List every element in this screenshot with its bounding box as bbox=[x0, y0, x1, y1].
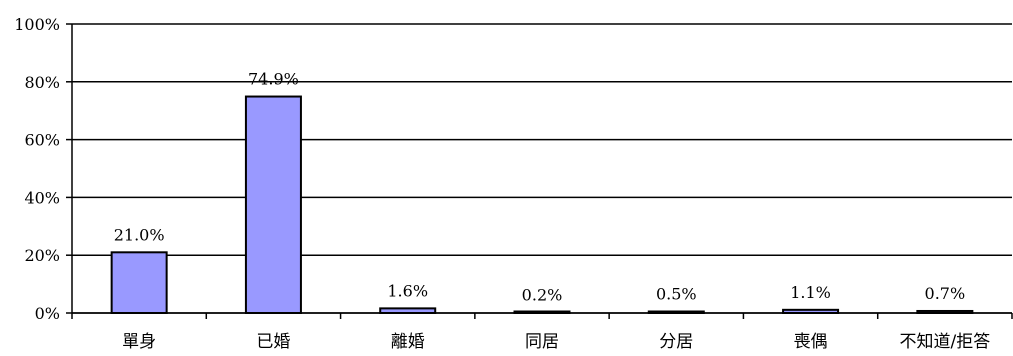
category-label: 分居 bbox=[659, 332, 693, 352]
bar-0 bbox=[110, 251, 168, 314]
data-label: 0.7% bbox=[925, 284, 966, 303]
category-label: 離婚 bbox=[391, 332, 425, 352]
data-labels: 21.0% 74.9% 1.6% 0.2% 0.5% 1.1% 0.7% bbox=[114, 70, 965, 305]
data-label: 0.2% bbox=[522, 285, 563, 304]
y-tick-label: 60% bbox=[24, 131, 60, 150]
category-label: 單身 bbox=[122, 332, 156, 352]
y-tick-label: 20% bbox=[24, 246, 60, 265]
category-label: 喪偶 bbox=[794, 332, 828, 352]
data-label: 0.5% bbox=[656, 285, 697, 304]
y-tick-label: 40% bbox=[24, 188, 60, 207]
y-tick-label: 100% bbox=[14, 15, 60, 34]
y-tick-label: 80% bbox=[24, 73, 60, 92]
data-label: 21.0% bbox=[114, 225, 165, 244]
y-axis-ticks: 0% 20% 40% 60% 80% 100% bbox=[14, 15, 73, 323]
y-tick-label: 0% bbox=[35, 304, 60, 323]
data-label: 1.1% bbox=[790, 283, 831, 302]
gridlines bbox=[72, 23, 1012, 314]
data-label: 1.6% bbox=[387, 281, 428, 300]
category-label: 同居 bbox=[525, 332, 559, 352]
category-label: 已婚 bbox=[256, 332, 290, 352]
category-label: 不知道/拒答 bbox=[899, 332, 990, 352]
bar-1 bbox=[244, 95, 302, 314]
bars bbox=[110, 95, 974, 315]
x-axis: 單身 已婚 離婚 同居 分居 喪偶 不知道/拒答 bbox=[71, 312, 1013, 352]
data-label: 74.9% bbox=[248, 70, 299, 89]
